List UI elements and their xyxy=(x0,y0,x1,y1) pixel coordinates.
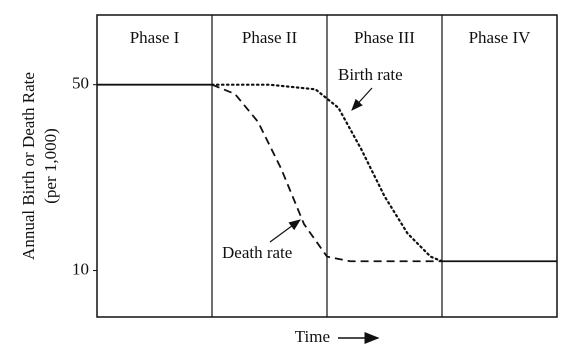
x-label: Time xyxy=(295,327,330,346)
y-label: Annual Birth or Death Rate xyxy=(19,72,38,260)
series-line xyxy=(97,83,557,263)
annotation-arrow xyxy=(269,219,301,243)
annotation: Death rate xyxy=(222,243,292,262)
phase-label: Phase III xyxy=(354,28,415,47)
phase-label: Phase II xyxy=(242,28,298,47)
phase-label: Phase IV xyxy=(469,28,532,47)
annotation: Birth rate xyxy=(338,65,403,84)
y-tick-label: 50 xyxy=(72,74,89,93)
y-tick-label: 10 xyxy=(72,259,89,278)
y-label: (per 1,000) xyxy=(41,128,60,204)
phase-label: Phase I xyxy=(130,28,180,47)
annotation-arrow xyxy=(351,87,373,111)
series-line xyxy=(210,83,444,263)
series-line xyxy=(211,83,442,263)
